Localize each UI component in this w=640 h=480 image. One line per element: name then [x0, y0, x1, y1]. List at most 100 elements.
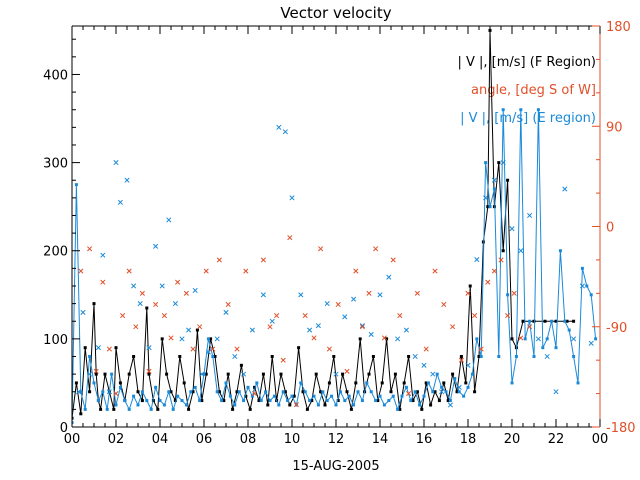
e-region-v-crosses-point-stroke-b — [100, 252, 106, 258]
angle-point-stroke-b — [113, 391, 119, 397]
f-region-v-point — [565, 319, 569, 323]
e-region-v-crosses-point-stroke-b — [124, 177, 130, 183]
e-region-v-point — [96, 399, 100, 403]
e-region-v-point — [536, 108, 540, 112]
angle-point — [518, 335, 524, 341]
angle-point-stroke-b — [93, 368, 99, 374]
angle-point — [498, 257, 504, 263]
e-region-v-point — [290, 394, 294, 398]
x-tick-label: 10 — [284, 432, 301, 447]
f-region-v-point — [79, 412, 83, 416]
chart-title: Vector velocity — [280, 4, 391, 22]
e-region-v-crosses-point-stroke-b — [456, 384, 462, 390]
angle-point-stroke-b — [267, 324, 273, 330]
e-region-v-point — [492, 187, 496, 191]
e-region-v-point — [374, 399, 378, 403]
e-region-v-crosses-point-stroke-b — [412, 353, 418, 360]
angle-point-stroke-b — [498, 257, 504, 263]
f-region-v-point — [191, 390, 195, 394]
f-region-v-point — [301, 390, 305, 394]
f-region-v-point — [433, 390, 437, 394]
e-region-v-point — [418, 403, 422, 407]
e-region-v-crosses-point — [159, 283, 165, 289]
e-region-v-crosses-point-stroke-b — [386, 274, 392, 280]
e-region-v-crosses-point-stroke-b — [509, 226, 515, 232]
e-region-v-crosses-point-stroke-b — [223, 309, 229, 315]
f-region-v-point — [336, 399, 340, 403]
e-region-v-crosses-point — [518, 248, 524, 254]
angle-point — [203, 268, 209, 274]
x-tick-label: 00 — [592, 432, 609, 447]
angle-point — [274, 313, 280, 319]
e-region-v-point — [189, 390, 193, 394]
e-region-v-crosses-point-stroke-b — [186, 327, 192, 333]
e-region-v-point — [528, 319, 532, 323]
e-region-v-crosses-point-stroke-b — [439, 389, 445, 395]
angle-point — [302, 313, 308, 319]
f-region-v-point — [235, 390, 239, 394]
e-region-v-crosses-point — [282, 129, 288, 135]
angle-point — [93, 368, 99, 374]
f-region-v-point — [446, 399, 450, 403]
f-region-v-point — [195, 328, 199, 332]
f-region-v-point — [488, 28, 492, 32]
e-region-v-crosses-point — [100, 252, 106, 258]
e-region-v-crosses-point-stroke-b — [117, 199, 123, 205]
e-region-v-point — [220, 399, 224, 403]
y-tick-label: 200 — [43, 245, 68, 260]
x-tick-label: 00 — [64, 432, 81, 447]
angle-point-stroke-b — [344, 368, 350, 374]
e-region-v-point — [347, 394, 351, 398]
e-region-v-crosses-point-stroke-b — [113, 160, 119, 166]
angle-point-stroke-b — [78, 268, 84, 274]
e-region-v-point — [519, 108, 523, 112]
e-region-v-point — [365, 381, 369, 385]
e-region-v-crosses-point-stroke-b — [137, 301, 143, 307]
e-region-v-crosses-point-stroke-b — [324, 301, 330, 307]
e-region-v-crosses-point — [315, 323, 321, 329]
angle-point-stroke-b — [161, 313, 167, 319]
angle-point-stroke-b — [491, 268, 497, 274]
e-region-v-crosses-point — [205, 349, 211, 355]
f-region-v-point — [145, 306, 149, 310]
e-region-v-point — [198, 399, 202, 403]
e-region-v-point — [400, 394, 404, 398]
e-region-v-point — [118, 385, 122, 389]
f-region-v-point — [165, 372, 169, 376]
f-region-v-point — [385, 337, 389, 341]
x-tick-label: 20 — [504, 432, 521, 447]
angle-point — [478, 346, 484, 352]
e-region-v-crosses-point — [124, 177, 130, 183]
e-region-v-point — [567, 328, 571, 332]
angle-point — [225, 301, 231, 308]
e-region-v-crosses-point — [307, 327, 313, 333]
angle-point — [335, 301, 341, 308]
e-region-v-point — [140, 390, 144, 394]
e-region-v-point — [255, 381, 259, 385]
e-region-v-crosses-point — [395, 336, 401, 342]
f-region-v-point — [136, 390, 140, 394]
legend-entry: | V |, [m/s] (E region) — [460, 111, 596, 126]
angle-point-stroke-b — [318, 246, 324, 252]
e-region-v-point — [114, 403, 118, 407]
f-region-v-point — [253, 385, 257, 389]
f-region-v-point — [99, 407, 103, 411]
e-region-v-point — [264, 390, 268, 394]
angle-point-stroke-b — [225, 301, 231, 308]
angle-point — [406, 391, 412, 397]
f-region-v-point — [473, 390, 477, 394]
e-region-v-point — [501, 108, 505, 112]
e-region-v-crosses-point — [249, 327, 255, 333]
f-region-v-point — [261, 372, 265, 376]
angle-point — [153, 301, 159, 308]
f-region-v-point — [319, 390, 323, 394]
f-region-v-point — [554, 319, 558, 323]
e-region-v-crosses-point — [186, 327, 192, 333]
f-region-v-point — [147, 372, 151, 376]
e-region-v-point — [369, 390, 373, 394]
e-region-v-point — [422, 394, 426, 398]
f-region-v-point — [305, 407, 309, 411]
e-region-v-crosses-point — [368, 331, 374, 338]
f-region-v-point — [257, 399, 261, 403]
e-region-v-crosses-point-stroke-b — [465, 362, 471, 368]
